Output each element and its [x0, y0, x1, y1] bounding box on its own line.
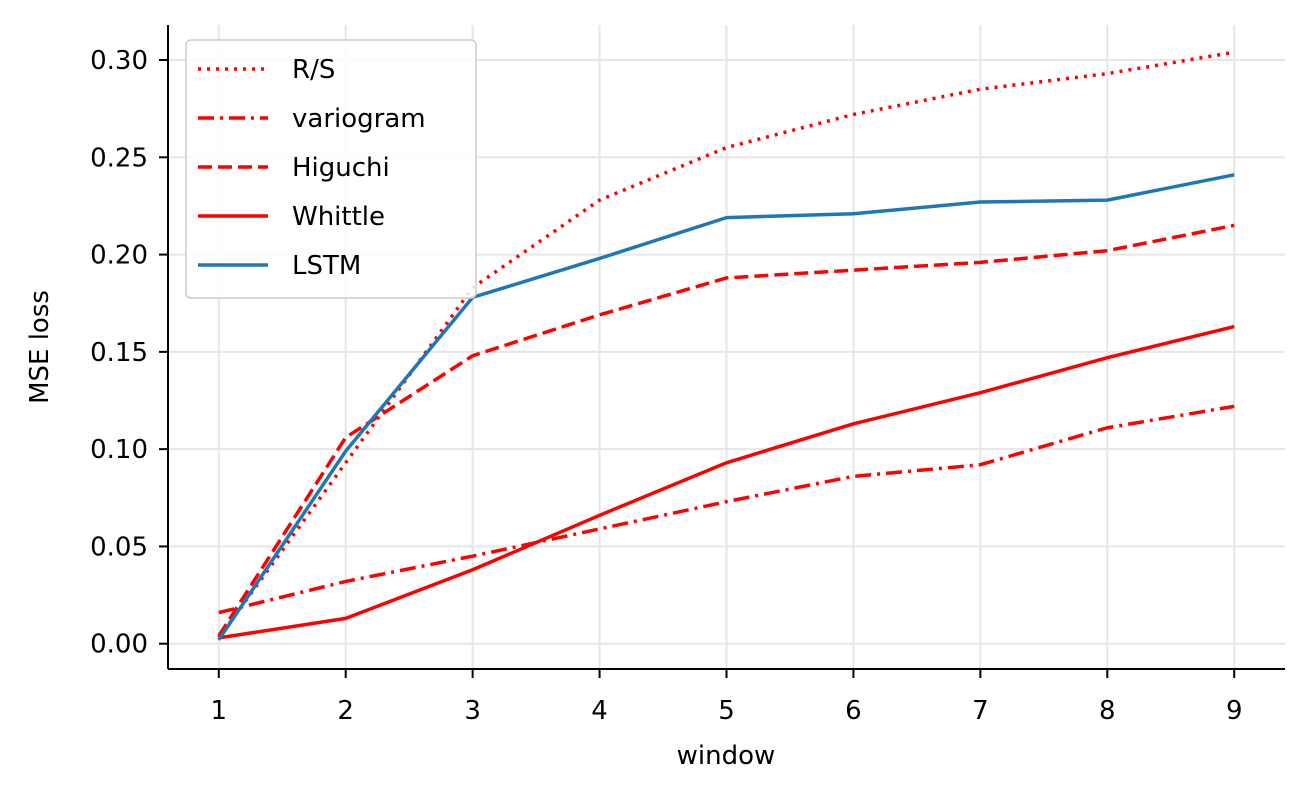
legend: R/S variogram Higuchi Whittle LSTM: [185, 39, 477, 299]
legend-label-r-s: R/S: [292, 55, 335, 85]
x-tick-label: 5: [718, 696, 735, 726]
legend-box: [185, 39, 477, 299]
x-tick-label: 2: [337, 696, 354, 726]
x-tick-label: 1: [210, 696, 227, 726]
x-tick-label: 7: [972, 696, 989, 726]
legend-label-lstm: LSTM: [292, 251, 361, 281]
grid: [168, 25, 1285, 669]
series-line-lstm: [217, 173, 1235, 641]
legend-label-variogram: variogram: [292, 104, 426, 134]
x-tick-label: 6: [845, 696, 862, 726]
x-tick-label: 3: [464, 696, 481, 726]
series-line-variogram: [218, 404, 1235, 615]
x-tick-label: 9: [1226, 696, 1243, 726]
y-tick-label: 0.00: [90, 630, 148, 660]
y-tick-label: 0.10: [90, 435, 148, 465]
series-line-whittle: [218, 324, 1235, 640]
y-tick-label: 0.15: [90, 338, 148, 368]
x-axis-label: window: [677, 741, 776, 771]
y-tick-label: 0.30: [90, 46, 148, 76]
legend-label-higuchi: Higuchi: [292, 153, 390, 183]
x-tick-label: 8: [1099, 696, 1116, 726]
y-tick-label: 0.25: [90, 143, 148, 173]
series-lines: [217, 50, 1235, 641]
y-axis-label: MSE loss: [25, 290, 55, 404]
series-line-higuchi: [217, 223, 1235, 637]
series-line-r-s: [217, 50, 1235, 639]
legend-label-whittle: Whittle: [292, 202, 385, 232]
y-tick-label: 0.05: [90, 532, 148, 562]
x-tick-label: 4: [591, 696, 608, 726]
ticks: 1 2 3 4 5 6 7 8 9 0.00 0.05 0.10 0.15 0.20 0.25 0.30: [90, 46, 1242, 726]
y-tick-label: 0.20: [90, 241, 148, 271]
